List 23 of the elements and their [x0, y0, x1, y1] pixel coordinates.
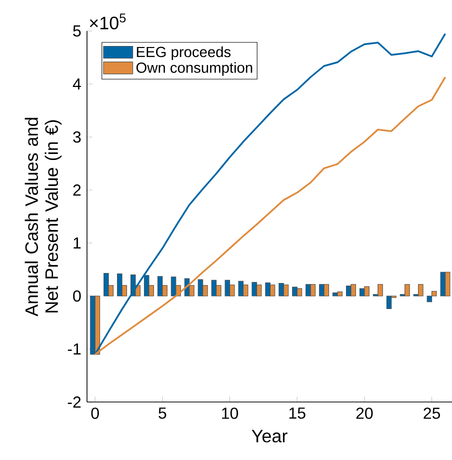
- bar: [364, 286, 370, 296]
- y-tick-label: 2: [73, 184, 80, 196]
- x-tick-label: 20: [356, 408, 373, 419]
- y-tick-label: 4: [72, 78, 81, 90]
- x-tick-label: 0: [91, 408, 99, 419]
- x-axis-title: Year: [252, 430, 288, 442]
- x-tick-label: 5: [158, 408, 166, 419]
- legend-label: Own consumption: [136, 62, 252, 76]
- x-tick-label: 25: [424, 408, 440, 419]
- x-tick-label: 15: [289, 408, 306, 419]
- y-tick-label: -1: [68, 344, 80, 354]
- y-axis-title: Annual Cash Values and Net Present Value (in €): [24, 118, 62, 316]
- text: ×10$^{5}$: [90, 14, 126, 30]
- y-tick-label: 5: [72, 25, 81, 37]
- legend-label: EEG proceeds: [136, 46, 230, 60]
- y-tick-label: 1: [74, 238, 80, 249]
- x-tick-label: 10: [222, 408, 238, 419]
- y-tick-label: -2: [68, 396, 80, 408]
- y-tick-label: 0: [72, 290, 81, 302]
- y-tick-label: 3: [72, 131, 81, 143]
- bar: [404, 284, 410, 296]
- bar: [377, 284, 383, 296]
- bar: [418, 284, 424, 296]
